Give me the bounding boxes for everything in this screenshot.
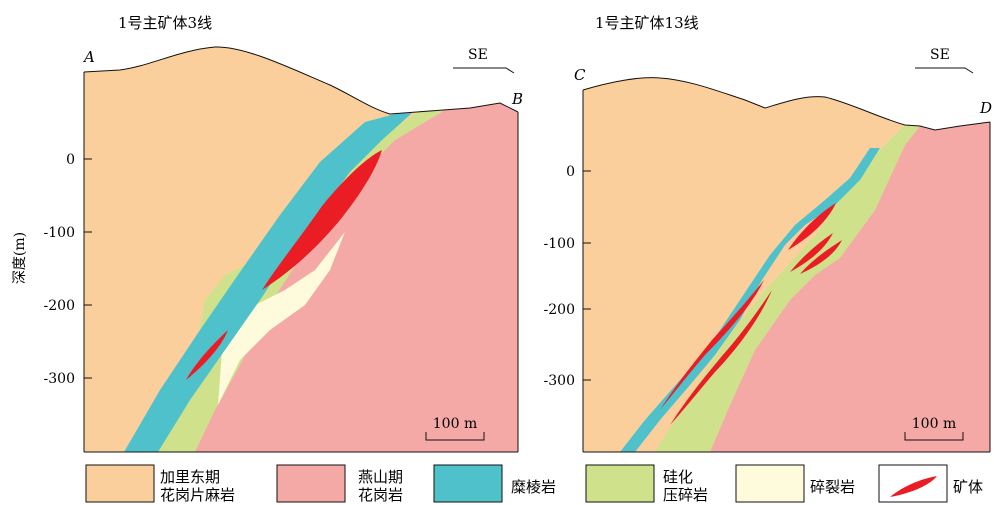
direction-label: SE [468,47,488,63]
legend-item-ore-body: 矿体 [878,464,983,503]
legend-label: 燕山期 [358,468,403,486]
ore-body [660,280,764,410]
tick-label: -100 [544,236,575,252]
scale-label: 100 m [912,416,956,432]
legend: 加里东期 花岗片麻岩 燕山期 花岗岩 糜棱岩 硅化 压碎岩 碎裂岩 矿体 [85,464,983,504]
direction-indicator: SE [915,47,974,74]
section-start-label: A [82,48,95,66]
granite-unit [710,122,990,452]
legend-label: 硅化 [663,468,693,486]
granite-unit [195,103,518,452]
legend-swatch [585,464,655,503]
section-13-line: 1号主矿体13线 0 -100 -200 -300 [544,14,992,453]
direction-indicator: SE [453,47,515,74]
tick-label: -300 [44,371,75,387]
legend-swatch [85,464,155,503]
legend-item-silicified: 硅化 压碎岩 [585,464,708,504]
ore-body-symbol-icon [890,476,937,497]
legend-label: 矿体 [953,478,983,496]
section-start-label: C [574,66,586,84]
legend-item-cataclasite: 碎裂岩 [735,464,855,503]
ore-body [262,150,382,290]
scale-bar: 100 m [904,416,964,441]
cataclasite-unit [218,232,345,405]
section-title: 1号主矿体3线 [118,14,212,32]
legend-label: 糜棱岩 [511,478,556,496]
ore-body [670,290,772,425]
legend-swatch [276,464,346,503]
scale-bar: 100 m [425,416,485,441]
tick-label: 0 [66,152,75,168]
legend-label: 碎裂岩 [810,478,855,496]
legend-item-gneiss: 加里东期 花岗片麻岩 [85,464,235,504]
legend-item-granite: 燕山期 花岗岩 [276,464,403,504]
topography-line [83,46,519,115]
ore-body [790,233,833,272]
scale-line [425,432,485,441]
section-title: 1号主矿体13线 [595,14,699,32]
ore-body [788,203,836,250]
section-end-label: D [979,99,992,117]
legend-label: 压碎岩 [663,486,708,504]
legend-label: 花岗岩 [358,486,403,504]
depth-axis: 0 -100 -200 -300 [544,164,591,389]
silicified-unit [655,125,920,452]
scale-label: 100 m [433,416,477,432]
section-end-label: B [511,90,523,108]
legend-item-mylonite: 糜棱岩 [433,464,556,503]
depth-axis: 0 -100 -200 -300 [44,152,92,387]
tick-label: -100 [44,225,75,241]
tick-label: 0 [566,164,575,180]
ore-body [186,330,228,380]
legend-label: 花岗片麻岩 [160,486,235,504]
direction-label: SE [930,47,950,63]
section-3-line: 1号主矿体3线 0 -100 -200 -300 深度(m) [12,14,523,453]
scale-line [904,432,964,441]
depth-axis-label: 深度(m) [12,232,28,284]
legend-swatch [433,464,503,503]
legend-swatch [735,464,805,503]
tick-label: -200 [544,302,575,318]
legend-label: 加里东期 [160,468,220,486]
topography-line [582,77,991,131]
tick-label: -300 [544,373,575,389]
tick-label: -200 [44,298,75,314]
direction-arrow-icon [453,67,515,74]
direction-arrow-icon [915,67,974,74]
ore-body [800,240,842,274]
